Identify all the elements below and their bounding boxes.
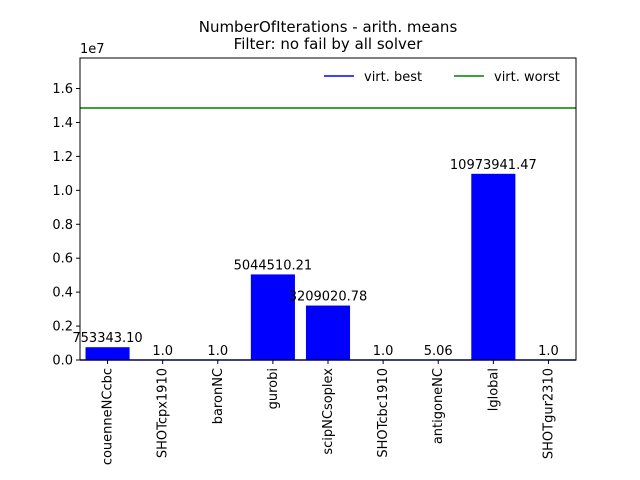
- x-tick-label: SHOTcbc1910: [376, 368, 391, 458]
- y-axis: 0.0 0.2 0.4 0.6 0.8 1.0 1.2 1.4 1.6: [52, 82, 80, 369]
- x-tick-label: antigoneNC: [431, 368, 446, 444]
- bar-gurobi: [250, 274, 295, 360]
- bar-value-label: 753343.10: [72, 331, 142, 346]
- bar-value-label: 3209020.78: [289, 290, 368, 305]
- x-tick-label: lglobal: [486, 368, 501, 411]
- y-tick-label: 0.0: [52, 354, 73, 369]
- bar-couenneNCcbc: [85, 347, 130, 360]
- legend-label: virt. worst: [494, 70, 560, 85]
- chart-title: NumberOfIterations - arith. means: [199, 18, 458, 36]
- bar-value-label: 1.0: [152, 344, 173, 359]
- x-tick-label: scipNCsoplex: [321, 368, 336, 455]
- x-tick-label: couenneNCcbc: [101, 368, 116, 465]
- bar-scipNCsoplex: [305, 305, 351, 360]
- bar-value-label: 1.0: [373, 344, 394, 359]
- bar-lglobal: [471, 173, 516, 360]
- y-tick-label: 1.2: [52, 150, 73, 165]
- x-tick-label: SHOTgur2310: [541, 368, 556, 459]
- bar-value-label: 1.0: [207, 344, 228, 359]
- y-tick-label: 0.2: [52, 320, 73, 335]
- legend: virt. best virt. worst: [324, 70, 560, 85]
- y-tick-label: 0.8: [52, 218, 73, 233]
- x-tick-label: baronNC: [211, 368, 226, 424]
- x-tick-label: SHOTcpx1910: [156, 368, 171, 458]
- bar-labels: 753343.10 1.0 1.0 5044510.21 3209020.78 1.0 5.…: [72, 158, 558, 359]
- bar-value-label: 10973941.47: [450, 158, 537, 173]
- bar-value-label: 5.06: [424, 344, 453, 359]
- chart-subtitle: Filter: no fail by all solver: [234, 35, 423, 53]
- y-axis-multiplier: 1e7: [80, 42, 105, 57]
- legend-label: virt. best: [364, 70, 422, 85]
- y-tick-label: 1.0: [52, 184, 73, 199]
- bars: [85, 173, 571, 360]
- y-tick-label: 0.4: [52, 286, 73, 301]
- y-tick-label: 0.6: [52, 252, 73, 267]
- x-axis: couenneNCcbc SHOTcpx1910 baronNC gurobi scip…: [101, 360, 556, 465]
- bar-value-label: 1.0: [538, 344, 559, 359]
- x-tick-label: gurobi: [266, 368, 281, 409]
- bar-value-label: 5044510.21: [234, 258, 313, 273]
- y-tick-label: 1.6: [52, 82, 73, 97]
- y-tick-label: 1.4: [52, 116, 73, 131]
